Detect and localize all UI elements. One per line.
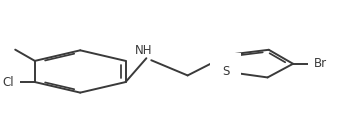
Text: S: S [222, 65, 229, 78]
Text: NH: NH [135, 44, 153, 57]
Text: Cl: Cl [3, 76, 14, 89]
Text: Br: Br [314, 57, 328, 70]
